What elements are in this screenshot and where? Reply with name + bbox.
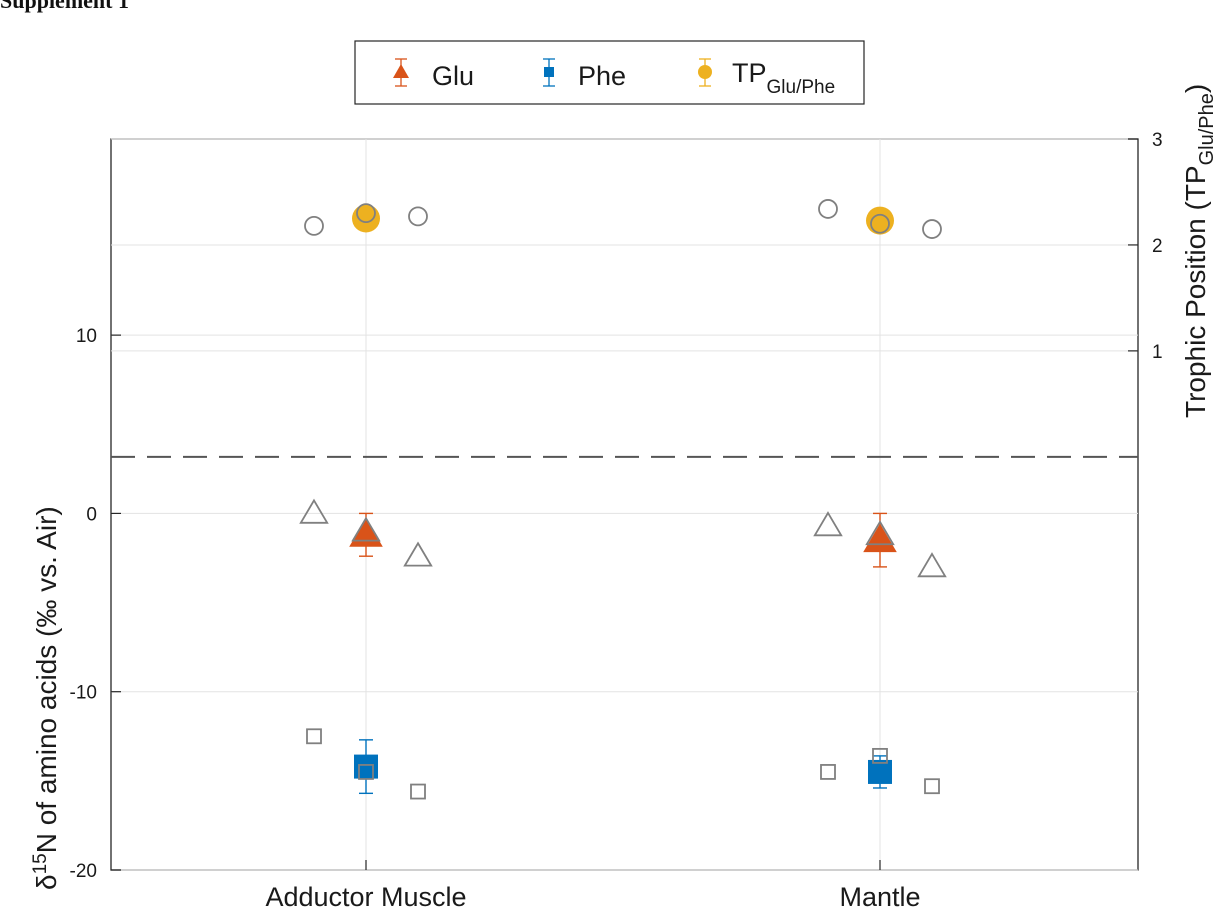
supplement-label: Supplement 1 (0, 0, 129, 13)
left-tick-label: 0 (86, 504, 97, 525)
phe-mean-point (354, 754, 378, 779)
phe-individual-point (358, 764, 374, 780)
glu-individual-point (917, 552, 947, 578)
legend-phe-marker (543, 58, 555, 87)
tp-individual-point (922, 219, 942, 239)
phe-individual-point (924, 778, 940, 795)
phe-individual-point (872, 747, 888, 764)
legend-tp-marker (698, 58, 712, 87)
right-tick-label: 3 (1152, 130, 1163, 151)
phe-mean-point (868, 759, 892, 784)
data-marks (299, 199, 947, 800)
legend-tp-label: TPGlu/Phe (732, 58, 835, 98)
tp-individual-point (870, 213, 890, 234)
plot-frame (110, 138, 1139, 871)
glu-individual-point (403, 541, 433, 567)
tp-mean-point (866, 206, 894, 235)
category-label: Adductor Muscle (265, 882, 466, 912)
glu-individual-point (299, 498, 329, 524)
right-tick-label: 2 (1152, 236, 1163, 257)
phe-individual-point (306, 728, 322, 745)
tp-individual-point (818, 199, 838, 219)
phe-individual-point (820, 764, 836, 780)
glu-mean-point (863, 523, 897, 553)
legend-glu-label: Glu (432, 61, 474, 91)
glu-individual-point (865, 520, 895, 546)
glu-individual-point (813, 511, 843, 537)
right-axis-title: Trophic Position (TPGlu/Phe) (1180, 84, 1218, 418)
left-tick-label: -10 (70, 683, 97, 704)
grid-lines (111, 138, 1138, 871)
left-axis-title: δ15N of amino acids (‰ vs. Air) (30, 506, 62, 890)
phe-individual-point (410, 783, 426, 800)
legend-phe-label: Phe (578, 61, 626, 91)
left-tick-label: 10 (76, 326, 97, 347)
glu-individual-point (351, 516, 381, 542)
tp-individual-point (304, 215, 324, 236)
axis-ticks: -20 -10 0 10 1 2 3 Adductor Muscle Mantle (70, 130, 1163, 912)
tp-individual-point (356, 203, 376, 224)
glu-mean-point (349, 518, 383, 547)
tp-mean-point (352, 204, 380, 233)
legend-glu-marker (393, 58, 409, 87)
legend: Glu Phe TPGlu/Phe (354, 40, 865, 105)
left-tick-label: -20 (70, 861, 97, 882)
tp-individual-point (408, 206, 428, 227)
legend-box (354, 40, 865, 105)
category-label: Mantle (839, 882, 920, 912)
right-tick-label: 1 (1152, 342, 1163, 363)
